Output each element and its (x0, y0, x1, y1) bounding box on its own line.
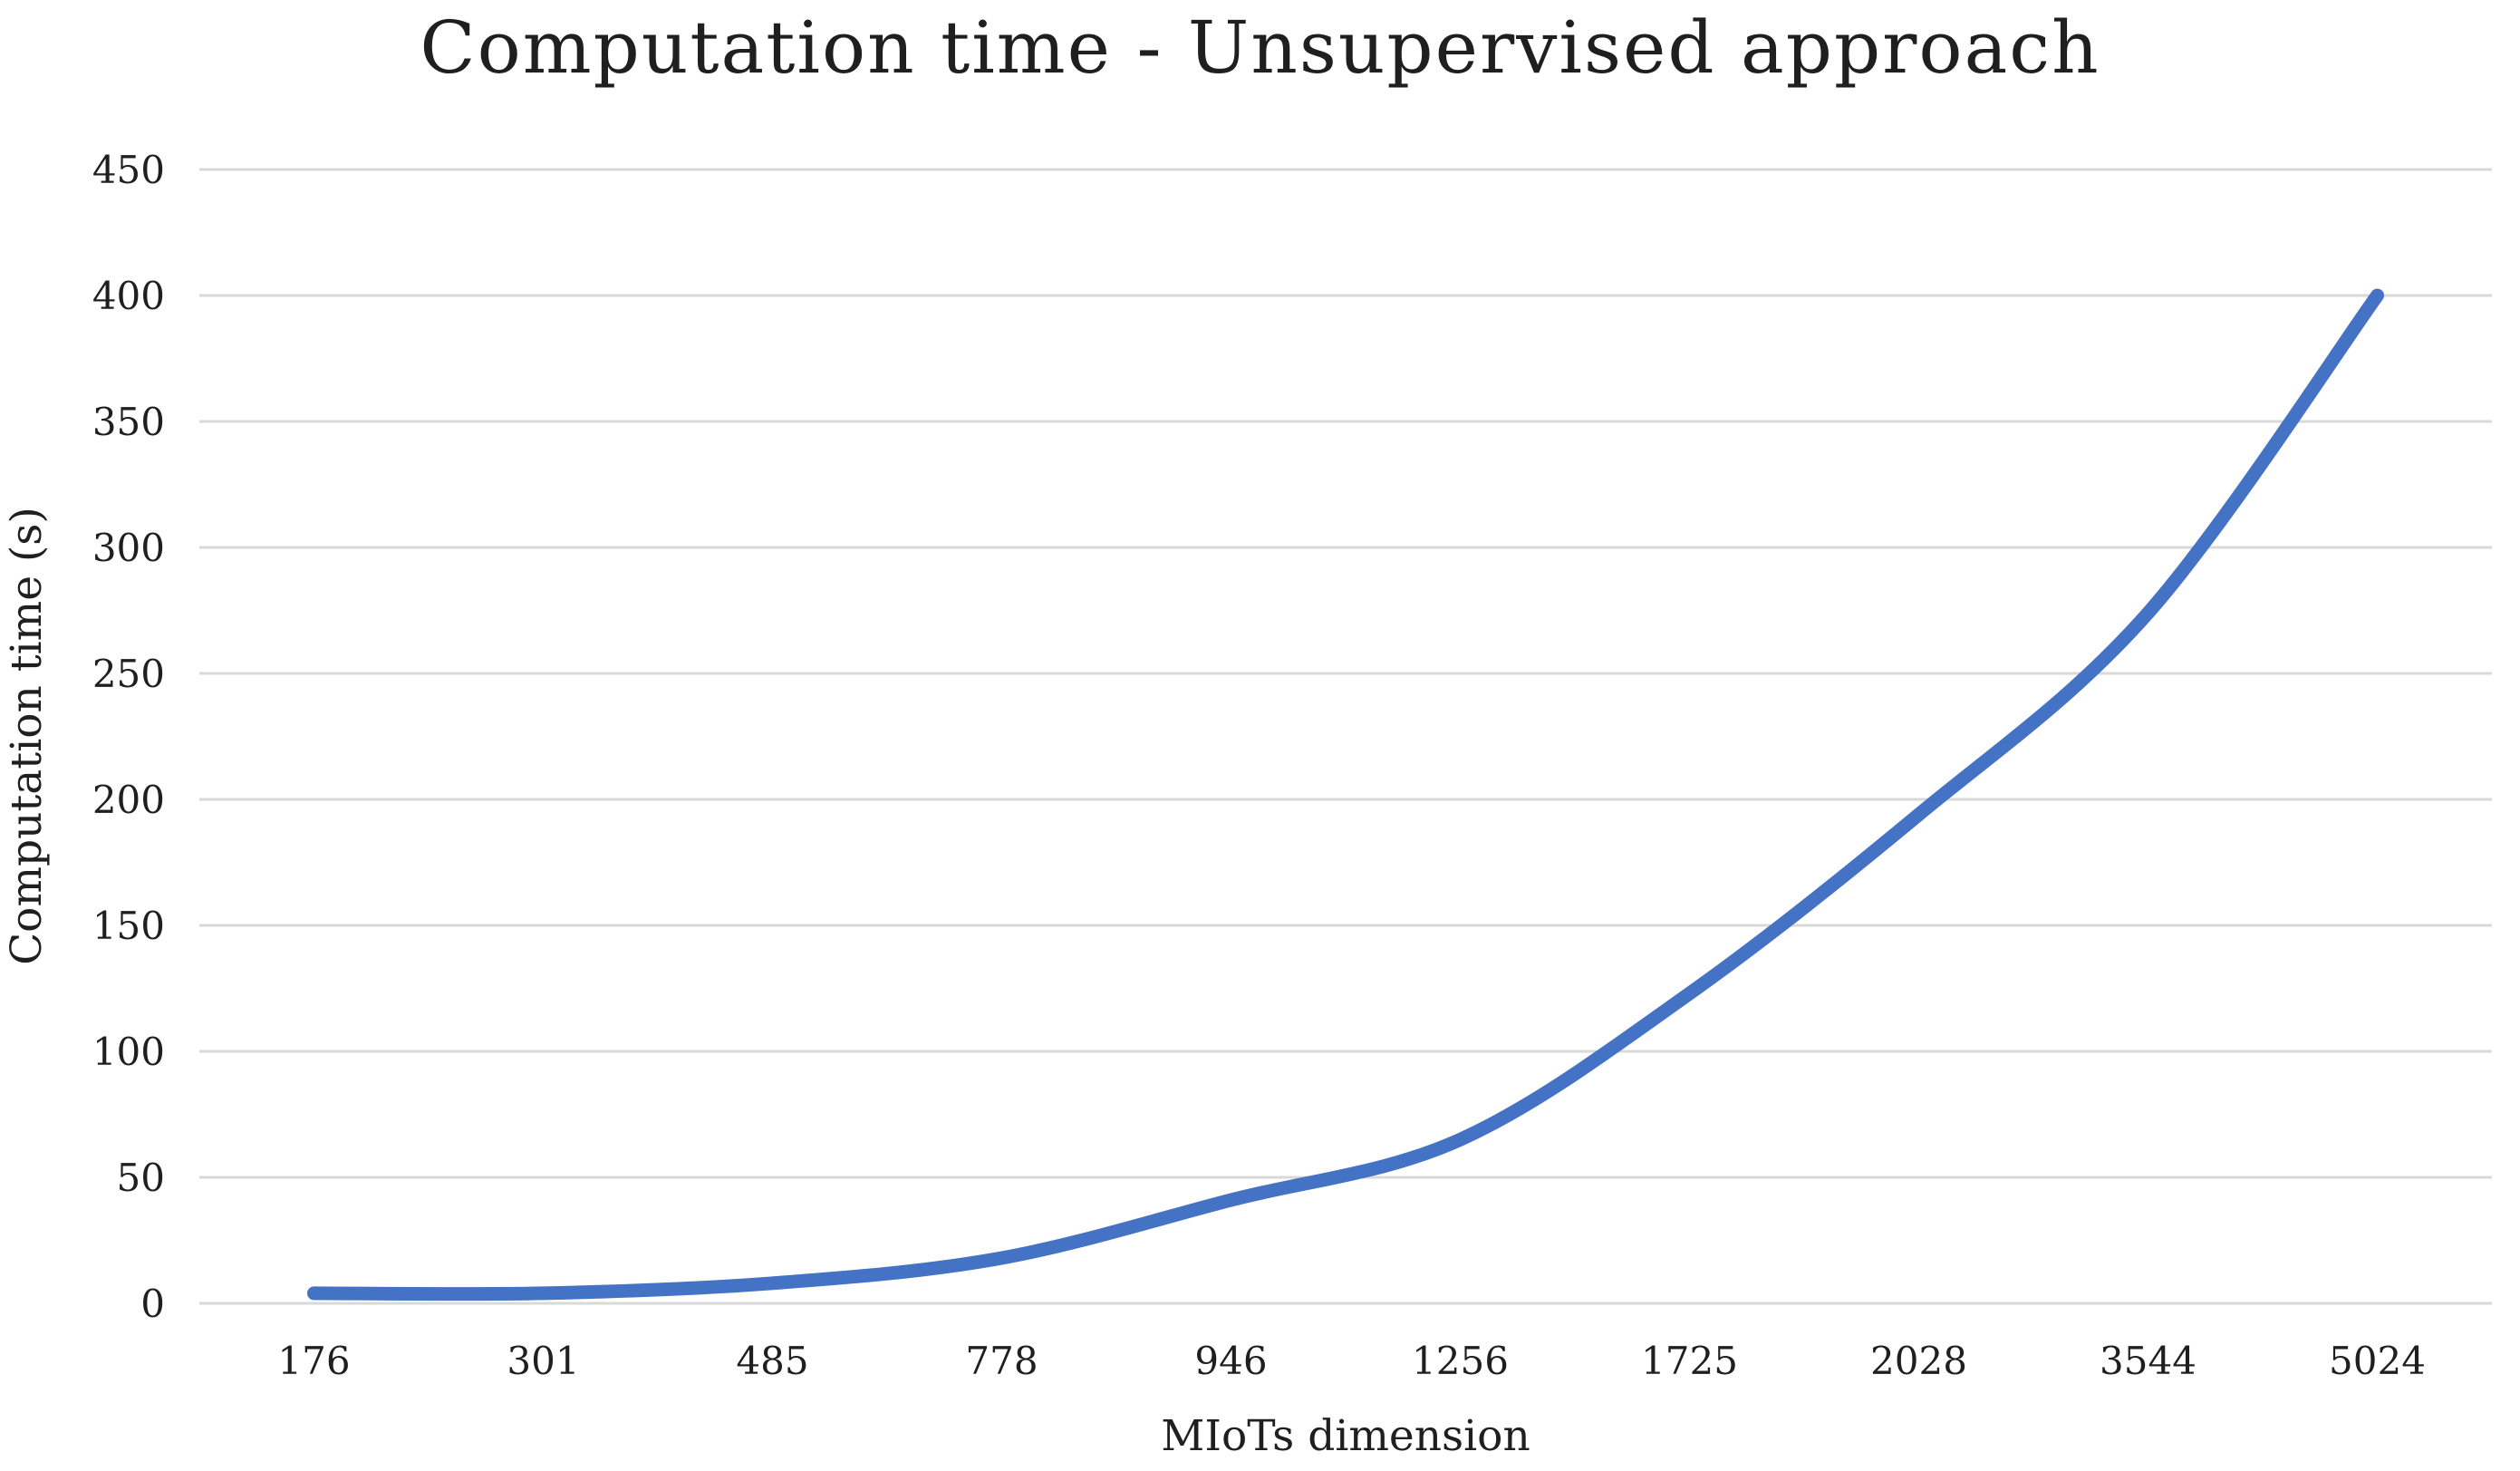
y-tick-label: 250 (92, 652, 165, 696)
x-tick-label: 5024 (2329, 1339, 2426, 1383)
y-tick-label: 50 (117, 1156, 165, 1200)
x-tick-label: 485 (736, 1339, 808, 1383)
x-tick-label: 3544 (2100, 1339, 2197, 1383)
x-tick-label: 1256 (1412, 1339, 1509, 1383)
y-axis-title: Computation time (s) (2, 507, 52, 965)
y-axis-tick-labels: 0 50 100 150 200 250 300 350 400 450 (92, 148, 165, 1326)
x-axis-title: MIoTs dimension (1161, 1411, 1530, 1461)
x-tick-label: 176 (277, 1339, 350, 1383)
y-tick-label: 100 (92, 1030, 165, 1074)
y-tick-label: 300 (92, 526, 165, 570)
gridlines (199, 168, 2492, 1305)
y-tick-label: 350 (92, 400, 165, 444)
y-tick-label: 400 (92, 274, 165, 318)
data-series-line (307, 288, 2384, 1302)
chart-title: Computation time - Unsupervised approach (420, 5, 2100, 90)
y-tick-label: 200 (92, 778, 165, 822)
x-tick-label: 1725 (1641, 1339, 1738, 1383)
x-axis-tick-labels: 176 301 485 778 946 1256 1725 2028 3544 5024 (277, 1339, 2426, 1383)
x-tick-label: 946 (1194, 1339, 1267, 1383)
y-tick-label: 450 (92, 148, 165, 192)
y-tick-label: 0 (140, 1282, 165, 1326)
x-tick-label: 2028 (1870, 1339, 1967, 1383)
y-tick-label: 150 (92, 904, 165, 948)
x-tick-label: 778 (965, 1339, 1038, 1383)
x-tick-label: 301 (507, 1339, 579, 1383)
